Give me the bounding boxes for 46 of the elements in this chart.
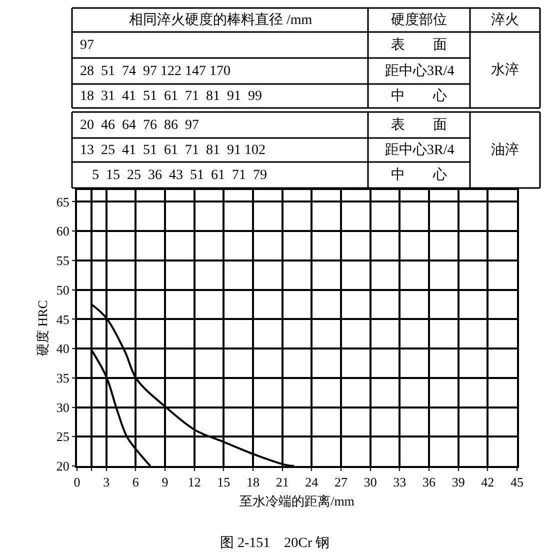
y-tick-label: 40 (56, 341, 70, 356)
text: 淬火 (491, 12, 519, 28)
text: 中 心 (391, 167, 447, 183)
x-tick-label: 9 (162, 474, 168, 490)
y-tick-label: 45 (56, 312, 70, 327)
text: 5 15 25 36 43 51 61 71 79 (92, 168, 267, 183)
x-tick-label: 24 (305, 474, 319, 490)
text: 距中心3R/4 (385, 63, 454, 79)
text: 中 心 (391, 88, 447, 104)
x-tick-label: 33 (393, 474, 406, 490)
x-tick-label: 36 (422, 474, 436, 490)
text: 13 25 41 51 61 71 81 91 102 (80, 143, 266, 158)
x-tick-label: 12 (188, 474, 201, 490)
x-tick-label: 15 (217, 474, 230, 490)
text: 28 51 74 97 122 147 170 (80, 64, 230, 79)
y-tick-label: 30 (56, 400, 70, 415)
text: 表 面 (391, 37, 447, 53)
x-axis-title: 至水冷端的距离/mm (240, 494, 354, 509)
x-tick-label: 30 (364, 474, 377, 490)
text: 硬度部位 (391, 12, 447, 28)
x-tick-label: 45 (510, 474, 524, 490)
y-tick-label: 25 (56, 429, 70, 444)
y-axis-title: 硬度 HRC (34, 300, 50, 356)
y-tick-label: 55 (56, 253, 70, 268)
text: 水淬 (491, 62, 519, 78)
text: 18 31 41 51 61 71 81 91 99 (80, 89, 262, 104)
y-tick-label: 60 (56, 224, 70, 239)
text: 油淬 (491, 142, 519, 158)
y-tick-label: 65 (56, 194, 70, 210)
caption: 图 2-151 20Cr 钢 (220, 535, 330, 551)
x-tick-label: 0 (74, 474, 80, 490)
x-tick-label: 39 (452, 474, 465, 490)
y-tick-label: 20 (56, 458, 70, 474)
text: 表 面 (391, 117, 447, 133)
x-tick-label: 27 (334, 474, 348, 490)
text: 相同淬火硬度的棒料直径 /mm (129, 12, 312, 28)
x-tick-label: 3 (103, 474, 110, 490)
x-tick-label: 21 (276, 474, 289, 490)
x-tick-label: 42 (481, 474, 494, 490)
y-tick-label: 50 (56, 282, 70, 298)
text: 20 46 64 76 86 97 (80, 118, 199, 133)
x-tick-label: 6 (132, 474, 140, 490)
text: 距中心3R/4 (385, 142, 454, 158)
text: 97 (80, 38, 94, 53)
y-tick-label: 35 (56, 370, 70, 386)
x-tick-label: 18 (246, 474, 260, 490)
